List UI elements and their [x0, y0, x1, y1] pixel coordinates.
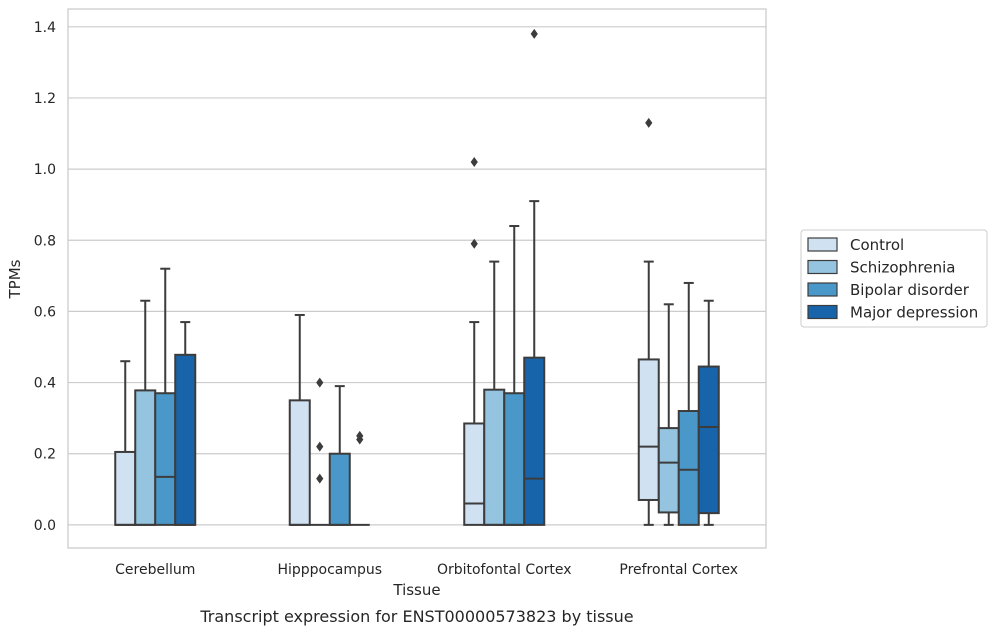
box-body: [114, 450, 137, 526]
box-body: [503, 392, 526, 526]
outlier-point: [470, 238, 478, 249]
box-body: [288, 399, 311, 526]
legend-swatch: [807, 282, 838, 297]
y-axis-title: TPMs: [6, 259, 24, 299]
box-major-depression: [349, 430, 370, 526]
box-schizophrenia: [657, 303, 680, 526]
y-tick-label: 0.6: [34, 304, 56, 320]
legend-swatch: [807, 259, 838, 275]
outlier-point: [645, 117, 653, 128]
box-control: [114, 360, 137, 526]
legend-label: Schizophrenia: [850, 259, 955, 277]
box-schizophrenia: [483, 260, 506, 526]
box-major-depression: [174, 321, 197, 526]
legend: Control Schizophrenia Bipolar disorder Majo…: [800, 229, 988, 328]
outlier-point: [316, 377, 324, 388]
box-bipolar-disorder: [503, 225, 526, 526]
box-major-depression: [523, 28, 546, 526]
outlier-point: [530, 28, 538, 39]
box-control: [637, 117, 660, 526]
legend-frame: [800, 229, 988, 328]
y-tick-label: 0.2: [34, 447, 56, 463]
y-tick-labels: 0.0 0.2 0.4 0.6 0.8 1.0 1.2 1.4: [34, 20, 56, 534]
y-tick-label: 1.2: [34, 91, 56, 107]
box-body: [677, 410, 700, 526]
box-body: [523, 356, 546, 526]
x-axis-title: Tissue: [392, 581, 440, 599]
box-plots: [114, 28, 720, 526]
box-body: [657, 427, 680, 514]
x-tick-labels: Cerebellum Hipppocampus Orbitofontal Corte…: [115, 562, 738, 578]
outlier-point: [356, 430, 364, 441]
box-body: [328, 452, 351, 526]
box-control: [463, 156, 486, 526]
outlier-point: [316, 441, 324, 452]
x-tick-label: Cerebellum: [115, 562, 195, 578]
box-control: [288, 313, 311, 526]
box-schizophrenia: [309, 377, 330, 526]
legend-label: Major depression: [850, 304, 978, 322]
box-body: [697, 365, 720, 515]
x-tick-label: Hipppocampus: [277, 562, 382, 578]
box-bipolar-disorder: [328, 385, 351, 526]
x-tick-label: Orbitofontal Cortex: [437, 562, 572, 578]
legend-label: Control: [850, 236, 904, 254]
y-tick-label: 0.0: [34, 518, 56, 534]
box-bipolar-disorder: [154, 267, 177, 526]
box-body: [637, 358, 660, 501]
box-body: [134, 389, 157, 526]
plot-frame: [67, 8, 767, 549]
box-body: [174, 353, 197, 526]
y-tick-label: 1.4: [34, 20, 56, 36]
box-body: [463, 422, 486, 526]
legend-label: Bipolar disorder: [850, 281, 970, 299]
legend-swatch: [807, 304, 838, 320]
outlier-point: [316, 473, 324, 484]
chart-caption: Transcript expression for ENST0000057382…: [199, 607, 633, 626]
legend-swatch: [807, 237, 838, 252]
y-tick-label: 0.8: [34, 233, 56, 249]
box-body: [483, 388, 506, 526]
box-schizophrenia: [134, 299, 157, 526]
box-bipolar-disorder: [677, 281, 700, 526]
outlier-point: [470, 156, 478, 167]
box-major-depression: [697, 299, 720, 526]
x-tick-label: Prefrontal Cortex: [619, 562, 738, 578]
y-tick-label: 0.4: [34, 376, 56, 392]
y-tick-label: 1.0: [34, 162, 56, 178]
box-body: [154, 392, 177, 526]
